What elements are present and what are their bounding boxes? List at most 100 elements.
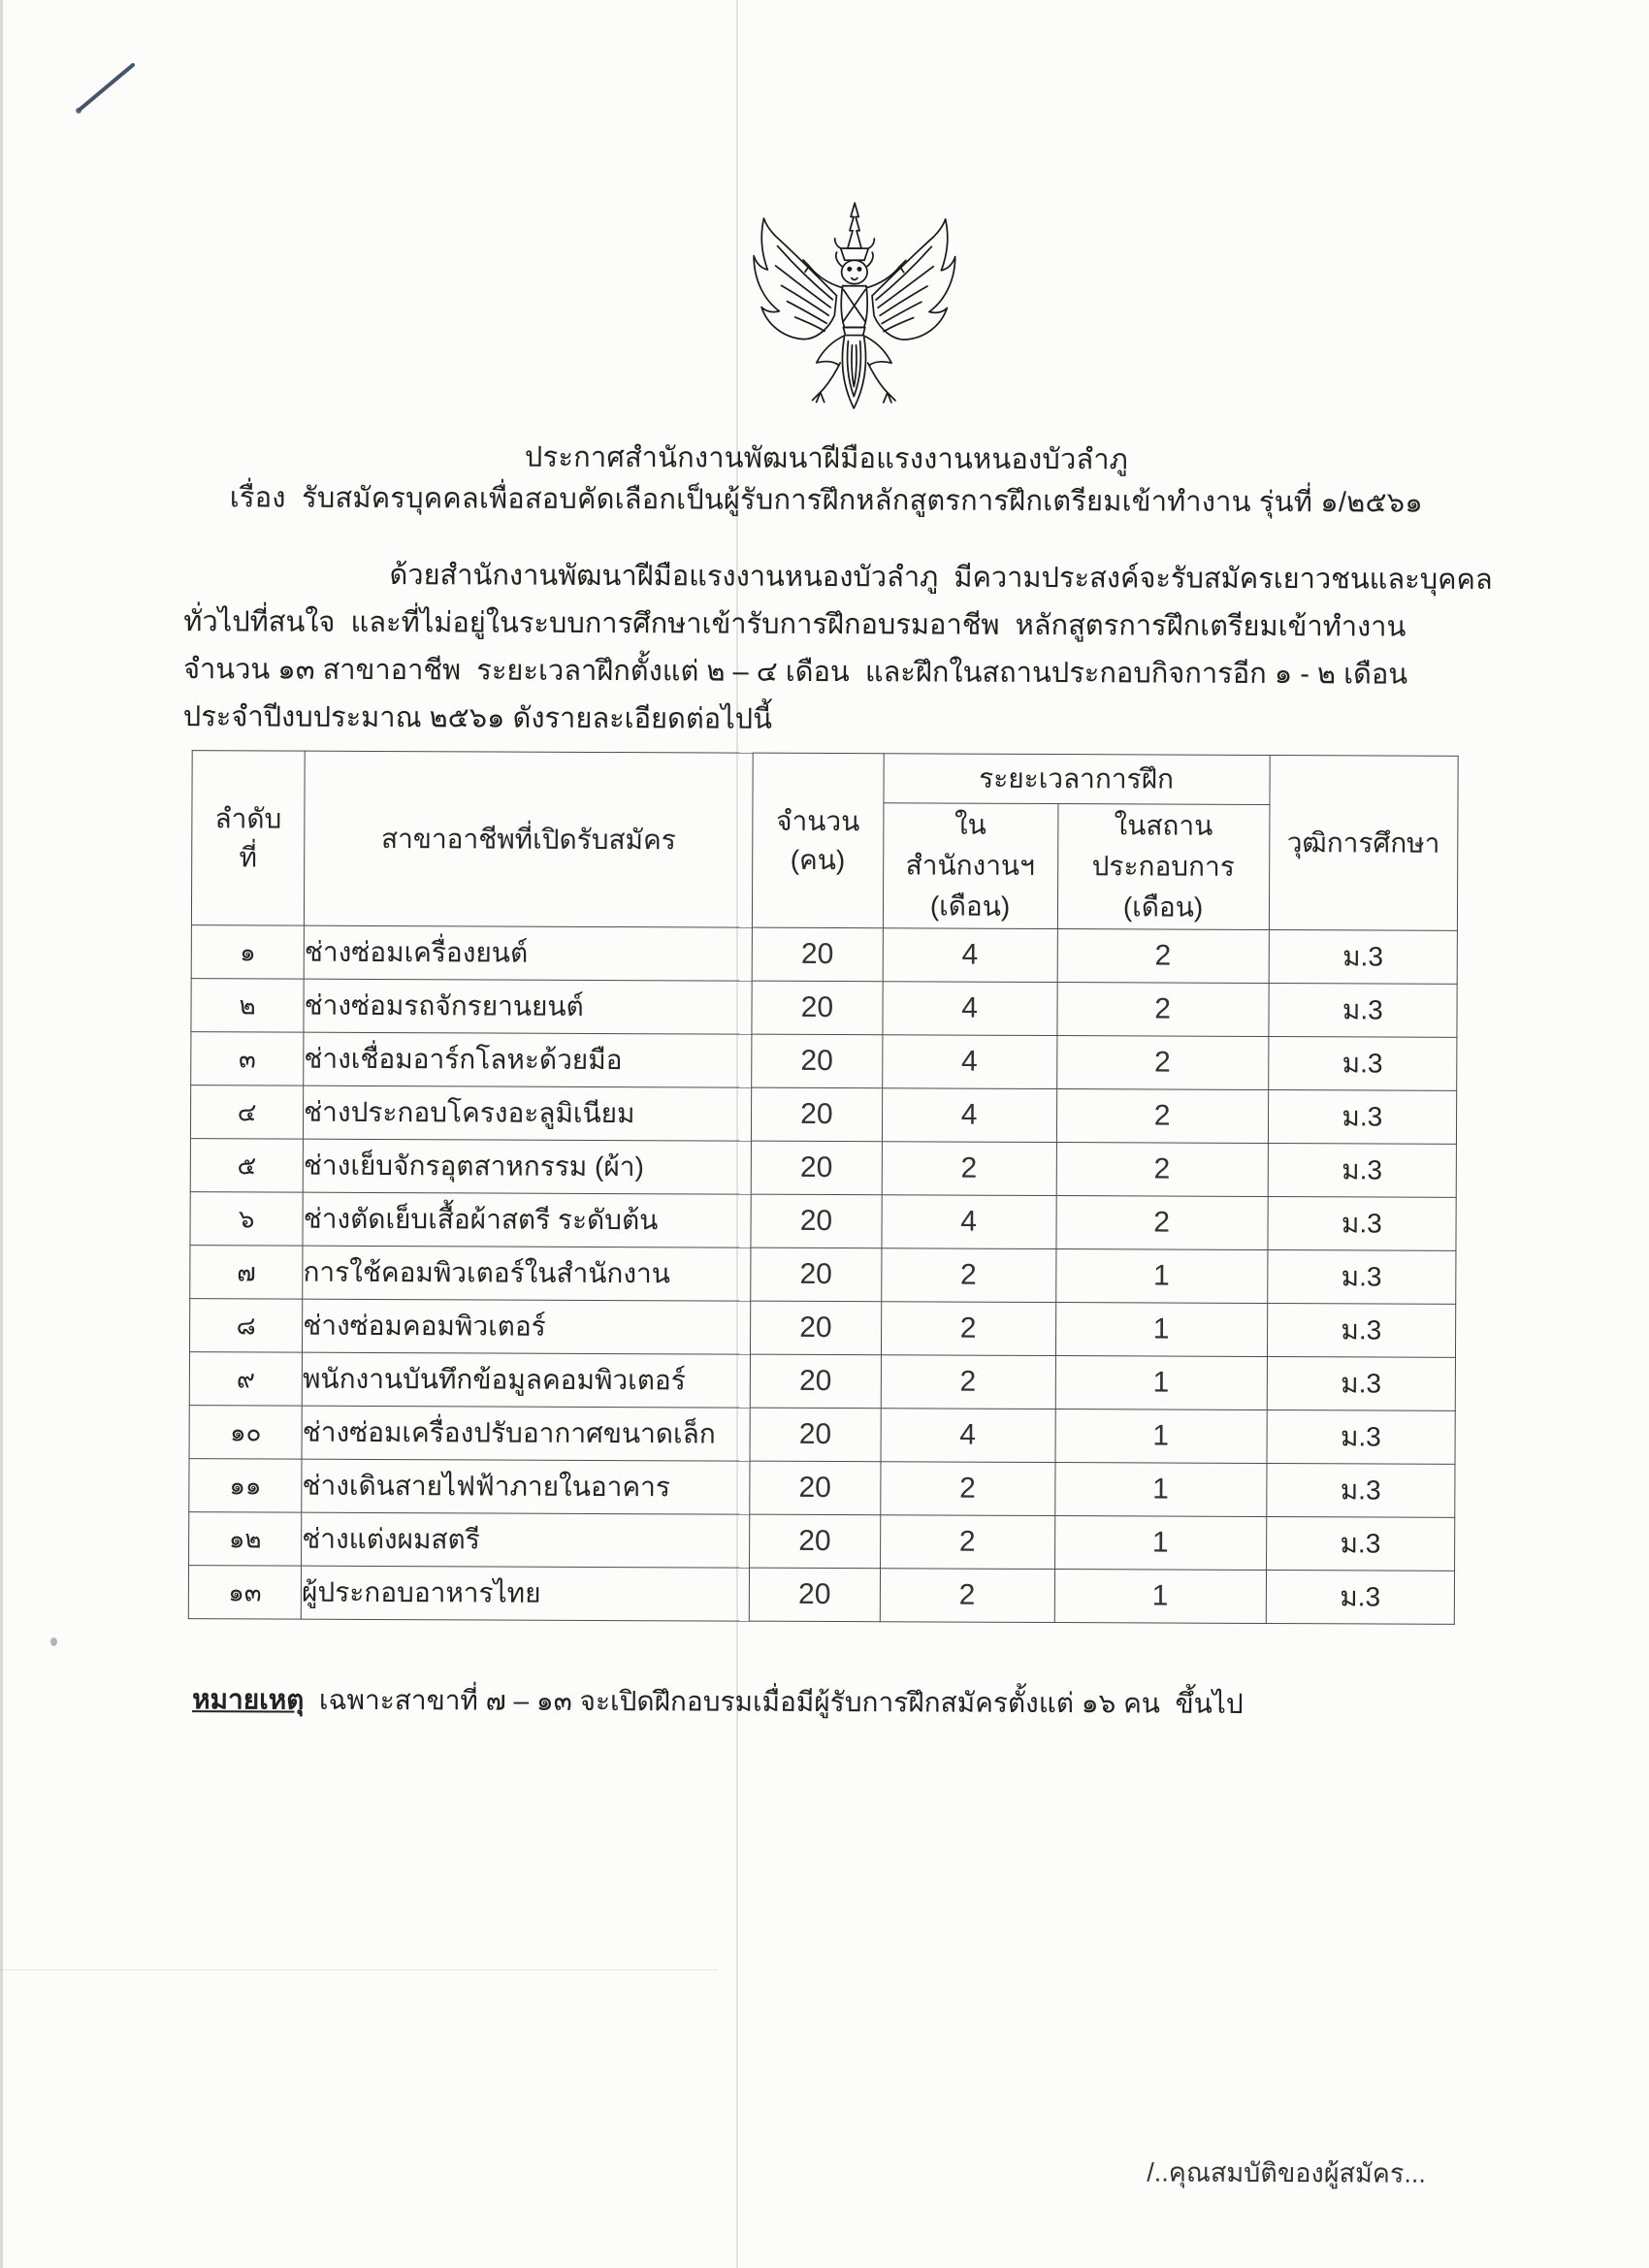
- row-occupation: ช่างเย็บจักรอุตสาหกรรม (ผ้า): [303, 1139, 752, 1195]
- row-education: ม.3: [1267, 1303, 1456, 1358]
- row-quantity: 20: [750, 1408, 881, 1462]
- table-row: ๕ ช่างเย็บจักรอุตสาหกรรม (ผ้า) 20 2 2 ม.…: [190, 1138, 1457, 1198]
- row-establishment-months: 1: [1054, 1409, 1267, 1464]
- body-line: จำนวน ๑๓ สาขาอาชีพ ระยะเวลาฝึกตั้งแต่ ๒ …: [182, 654, 1408, 691]
- row-quantity: 20: [752, 981, 883, 1035]
- row-quantity: 20: [750, 1301, 882, 1355]
- row-education: ม.3: [1266, 1463, 1456, 1518]
- row-establishment-months: 1: [1054, 1462, 1267, 1517]
- table-row: ๑ ช่างซ่อมเครื่องยนต์ 20 4 2 ม.3: [191, 924, 1458, 985]
- row-no: ๑: [191, 924, 305, 980]
- scan-speck: [50, 1637, 57, 1646]
- table-row: ๔ ช่างประกอบโครงอะลูมิเนียม 20 4 2 ม.3: [190, 1085, 1457, 1145]
- scan-crease-horizontal: [0, 1969, 718, 1970]
- remark-label: หมายเหตุ: [192, 1684, 305, 1715]
- row-no: ๖: [189, 1191, 304, 1247]
- row-establishment-months: 2: [1056, 1035, 1269, 1090]
- row-establishment-months: 2: [1056, 982, 1269, 1037]
- row-office-months: 4: [881, 1087, 1057, 1143]
- row-establishment-months: 2: [1056, 1088, 1269, 1144]
- row-occupation: พนักงานบันทึกข้อมูลคอมพิวเตอร์: [302, 1352, 751, 1409]
- scan-crease-vertical: [736, 0, 738, 2268]
- table-row: ๑๓ ผู้ประกอบอาหารไทย 20 2 1 ม.3: [188, 1565, 1455, 1625]
- row-quantity: 20: [749, 1461, 881, 1515]
- row-quantity: 20: [751, 1087, 883, 1142]
- row-no: ๑๒: [188, 1511, 302, 1567]
- row-education: ม.3: [1266, 1356, 1456, 1411]
- row-education: ม.3: [1266, 1409, 1456, 1465]
- body-line: ด้วยสำนักงานพัฒนาฝีมือแรงงานหนองบัวลำภู …: [389, 560, 1493, 597]
- row-office-months: 4: [880, 1408, 1055, 1463]
- row-office-months: 2: [879, 1568, 1055, 1623]
- row-no: ๑๐: [189, 1405, 303, 1460]
- training-courses-table: ลำดับ ที่ สาขาอาชีพที่เปิดรับสมัคร จำนวน…: [188, 750, 1459, 1625]
- row-quantity: 20: [750, 1247, 882, 1302]
- body-line: ประจำปีงบประมาณ ๒๕๖๑ ดังรายละเอียดต่อไปน…: [182, 701, 773, 735]
- row-quantity: 20: [750, 1354, 882, 1409]
- continuation-footer: /..คุณสมบัติของผู้สมัคร...: [1147, 2157, 1426, 2188]
- row-establishment-months: 1: [1054, 1355, 1268, 1410]
- row-occupation: ช่างซ่อมเครื่องยนต์: [304, 925, 753, 982]
- row-education: ม.3: [1268, 983, 1458, 1038]
- row-establishment-months: 2: [1055, 1142, 1268, 1197]
- row-occupation: ช่างเชื่อมอาร์กโลหะด้วยมือ: [303, 1032, 753, 1088]
- row-office-months: 4: [882, 1034, 1057, 1089]
- header-education: วุฒิการศึกษา: [1268, 755, 1459, 931]
- row-education: ม.3: [1267, 1143, 1457, 1198]
- row-no: ๑๓: [188, 1565, 302, 1620]
- table-row: ๖ ช่างตัดเย็บเสื้อผ้าสตรี ระดับต้น 20 4 …: [189, 1191, 1457, 1251]
- table-row: ๑๒ ช่างแต่งผมสตรี 20 2 1 ม.3: [188, 1511, 1455, 1571]
- row-office-months: 4: [881, 1194, 1056, 1249]
- table-row: ๒ ช่างซ่อมรถจักรยานยนต์ 20 4 2 ม.3: [190, 978, 1458, 1038]
- garuda-emblem-icon: [745, 197, 963, 425]
- row-occupation: ช่างแต่งผมสตรี: [301, 1512, 750, 1569]
- body-line: ทั่วไปที่สนใจ และที่ไม่อยู่ในระบบการศึกษ…: [183, 606, 1406, 643]
- row-office-months: 2: [881, 1301, 1056, 1356]
- row-education: ม.3: [1267, 1196, 1457, 1251]
- row-no: ๔: [190, 1085, 304, 1140]
- row-occupation: ช่างซ่อมคอมพิวเตอร์: [302, 1299, 751, 1355]
- doc-subject: เรื่อง รับสมัครบุคคลเพื่อสอบคัดเลือกเป็น…: [229, 482, 1423, 519]
- row-office-months: 2: [880, 1514, 1055, 1570]
- row-establishment-months: 2: [1056, 928, 1269, 984]
- row-no: ๑๑: [188, 1458, 303, 1513]
- row-quantity: 20: [751, 1194, 882, 1248]
- row-quantity: 20: [749, 1568, 881, 1622]
- table-row: ๑๑ ช่างเดินสายไฟฟ้าภายในอาคาร 20 2 1 ม.3: [188, 1458, 1456, 1518]
- row-office-months: 4: [882, 927, 1058, 983]
- row-no: ๓: [190, 1031, 305, 1086]
- row-establishment-months: 1: [1053, 1569, 1267, 1624]
- row-quantity: 20: [752, 927, 883, 982]
- row-education: ม.3: [1267, 1249, 1456, 1305]
- header-occupation: สาขาอาชีพที่เปิดรับสมัคร: [304, 751, 754, 928]
- remark-note: หมายเหตุ เฉพาะสาขาที่ ๗ – ๑๓ จะเปิดฝึกอบ…: [146, 1647, 1244, 1757]
- row-no: ๕: [190, 1138, 304, 1193]
- pen-mark: [76, 63, 135, 113]
- row-education: ม.3: [1266, 1516, 1455, 1571]
- row-office-months: 2: [880, 1354, 1056, 1409]
- row-establishment-months: 1: [1055, 1302, 1268, 1357]
- row-office-months: 2: [880, 1461, 1055, 1516]
- row-office-months: 4: [882, 981, 1057, 1036]
- header-duration-group: ระยะเวลาการฝึก: [883, 753, 1270, 805]
- header-quantity: จำนวน (คน): [752, 753, 884, 928]
- row-office-months: 2: [881, 1141, 1057, 1196]
- table-row: ๘ ช่างซ่อมคอมพิวเตอร์ 20 2 1 ม.3: [189, 1298, 1456, 1358]
- body-paragraph: ด้วยสำนักงานพัฒนาฝีมือแรงงานหนองบัวลำภู …: [183, 551, 1493, 747]
- header-establishment-months: ในสถาน ประกอบการ (เดือน): [1057, 803, 1270, 930]
- row-no: ๗: [189, 1245, 304, 1300]
- row-no: ๒: [190, 978, 305, 1033]
- header-office-months: ใน สำนักงานฯ (เดือน): [882, 802, 1058, 929]
- table-row: ๗ การใช้คอมพิวเตอร์ในสำนักงาน 20 2 1 ม.3: [189, 1245, 1456, 1305]
- row-establishment-months: 1: [1054, 1515, 1267, 1571]
- row-no: ๘: [189, 1298, 303, 1353]
- row-occupation: ช่างซ่อมรถจักรยานยนต์: [304, 979, 753, 1035]
- row-education: ม.3: [1268, 929, 1458, 985]
- row-occupation: ช่างเดินสายไฟฟ้าภายในอาคาร: [301, 1459, 751, 1515]
- row-occupation: การใช้คอมพิวเตอร์ในสำนักงาน: [302, 1246, 752, 1302]
- row-occupation: ช่างประกอบโครงอะลูมิเนียม: [303, 1085, 752, 1142]
- row-occupation: ผู้ประกอบอาหารไทย: [301, 1566, 750, 1622]
- row-establishment-months: 2: [1055, 1195, 1268, 1250]
